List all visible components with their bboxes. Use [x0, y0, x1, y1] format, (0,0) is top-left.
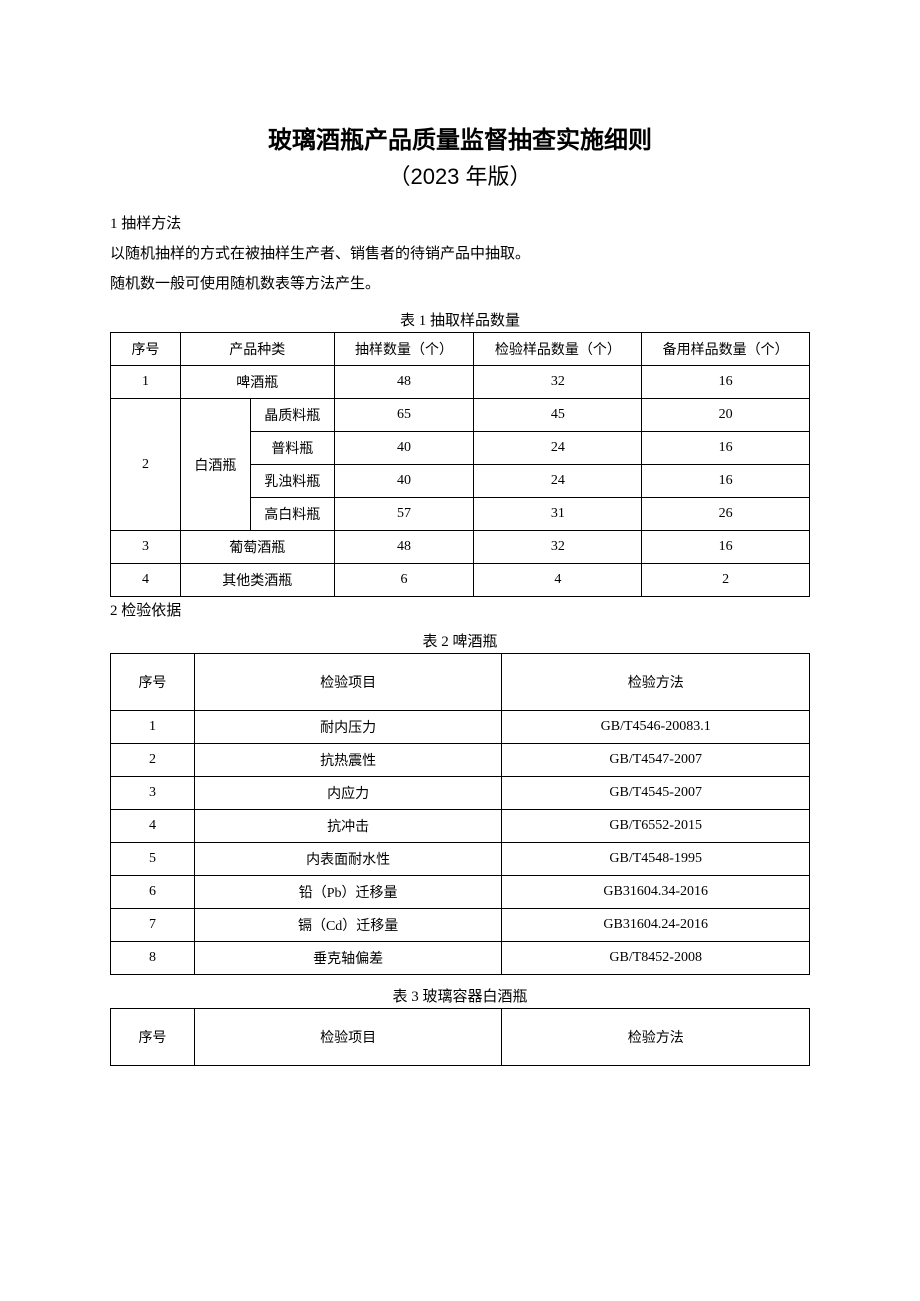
table-row: 2 抗热震性 GB/T4547-2007	[111, 744, 810, 777]
cell-method: GB/T4547-2007	[502, 744, 810, 777]
table-row: 序号 检验项目 检验方法	[111, 1009, 810, 1066]
table-row: 2 白酒瓶 晶质料瓶 65 45 20	[111, 399, 810, 432]
table-row: 6 铅（Pb）迁移量 GB31604.34-2016	[111, 876, 810, 909]
table-row: 8 垂克轴偏差 GB/T8452-2008	[111, 942, 810, 975]
table1-header-seq: 序号	[111, 333, 181, 366]
cell-item: 镉（Cd）迁移量	[194, 909, 502, 942]
cell-subcategory: 普料瓶	[250, 432, 334, 465]
cell-item: 铅（Pb）迁移量	[194, 876, 502, 909]
table2-header-item: 检验项目	[194, 654, 502, 711]
cell-item: 抗热震性	[194, 744, 502, 777]
table-row: 7 镉（Cd）迁移量 GB31604.24-2016	[111, 909, 810, 942]
cell-seq: 1	[111, 366, 181, 399]
table1-caption: 表 1 抽取样品数量	[110, 309, 810, 330]
table-row: 5 内表面耐水性 GB/T4548-1995	[111, 843, 810, 876]
cell-sample: 6	[334, 564, 474, 597]
cell-sample: 48	[334, 531, 474, 564]
cell-item: 抗冲击	[194, 810, 502, 843]
page: 玻璃酒瓶产品质量监督抽查实施细则 （2023 年版） 1 抽样方法 以随机抽样的…	[0, 0, 920, 1301]
cell-seq: 8	[111, 942, 195, 975]
cell-sample: 40	[334, 465, 474, 498]
cell-category: 葡萄酒瓶	[180, 531, 334, 564]
cell-spare: 16	[642, 432, 810, 465]
cell-spare: 16	[642, 465, 810, 498]
table-row: 3 葡萄酒瓶 48 32 16	[111, 531, 810, 564]
cell-method: GB31604.34-2016	[502, 876, 810, 909]
table-row: 4 抗冲击 GB/T6552-2015	[111, 810, 810, 843]
table3-header-method: 检验方法	[502, 1009, 810, 1066]
cell-seq: 4	[111, 810, 195, 843]
cell-method: GB/T8452-2008	[502, 942, 810, 975]
table2-header-method: 检验方法	[502, 654, 810, 711]
table1-header-spare-qty: 备用样品数量（个）	[642, 333, 810, 366]
table3: 序号 检验项目 检验方法	[110, 1008, 810, 1066]
cell-test: 31	[474, 498, 642, 531]
cell-test: 45	[474, 399, 642, 432]
cell-seq: 5	[111, 843, 195, 876]
cell-seq: 2	[111, 744, 195, 777]
cell-subcategory: 乳浊料瓶	[250, 465, 334, 498]
cell-seq: 3	[111, 531, 181, 564]
table3-header-seq: 序号	[111, 1009, 195, 1066]
cell-method: GB/T6552-2015	[502, 810, 810, 843]
table2-header-seq: 序号	[111, 654, 195, 711]
table-row: 1 啤酒瓶 48 32 16	[111, 366, 810, 399]
table-row: 序号 检验项目 检验方法	[111, 654, 810, 711]
section1-heading: 1 抽样方法	[110, 209, 810, 239]
cell-test: 32	[474, 531, 642, 564]
cell-seq: 2	[111, 399, 181, 531]
table3-header-item: 检验项目	[194, 1009, 502, 1066]
table2-caption: 表 2 啤酒瓶	[110, 630, 810, 651]
table2: 序号 检验项目 检验方法 1 耐内压力 GB/T4546-20083.1 2 抗…	[110, 653, 810, 975]
cell-test: 24	[474, 465, 642, 498]
cell-sample: 57	[334, 498, 474, 531]
document-title: 玻璃酒瓶产品质量监督抽查实施细则	[110, 120, 810, 155]
table-row: 1 耐内压力 GB/T4546-20083.1	[111, 711, 810, 744]
cell-test: 24	[474, 432, 642, 465]
cell-test: 4	[474, 564, 642, 597]
cell-seq: 6	[111, 876, 195, 909]
cell-seq: 7	[111, 909, 195, 942]
paragraph-2: 随机数一般可使用随机数表等方法产生。	[110, 269, 810, 299]
cell-spare: 20	[642, 399, 810, 432]
cell-spare: 16	[642, 366, 810, 399]
cell-test: 32	[474, 366, 642, 399]
table-row: 3 内应力 GB/T4545-2007	[111, 777, 810, 810]
table1-header-test-qty: 检验样品数量（个）	[474, 333, 642, 366]
document-subtitle: （2023 年版）	[110, 159, 810, 191]
cell-item: 内表面耐水性	[194, 843, 502, 876]
cell-sample: 48	[334, 366, 474, 399]
table-row: 4 其他类酒瓶 6 4 2	[111, 564, 810, 597]
cell-spare: 2	[642, 564, 810, 597]
cell-spare: 16	[642, 531, 810, 564]
cell-seq: 1	[111, 711, 195, 744]
table1-header-category: 产品种类	[180, 333, 334, 366]
cell-subcategory: 高白料瓶	[250, 498, 334, 531]
paragraph-1: 以随机抽样的方式在被抽样生产者、销售者的待销产品中抽取。	[110, 239, 810, 269]
cell-spare: 26	[642, 498, 810, 531]
cell-method: GB/T4545-2007	[502, 777, 810, 810]
table-row: 序号 产品种类 抽样数量（个） 检验样品数量（个） 备用样品数量（个）	[111, 333, 810, 366]
cell-category: 白酒瓶	[180, 399, 250, 531]
section2-heading: 2 检验依据	[110, 599, 810, 620]
cell-sample: 40	[334, 432, 474, 465]
cell-category: 啤酒瓶	[180, 366, 334, 399]
cell-seq: 4	[111, 564, 181, 597]
cell-item: 耐内压力	[194, 711, 502, 744]
table3-caption: 表 3 玻璃容器白酒瓶	[110, 985, 810, 1006]
cell-method: GB31604.24-2016	[502, 909, 810, 942]
cell-method: GB/T4548-1995	[502, 843, 810, 876]
table1: 序号 产品种类 抽样数量（个） 检验样品数量（个） 备用样品数量（个） 1 啤酒…	[110, 332, 810, 597]
cell-category: 其他类酒瓶	[180, 564, 334, 597]
cell-item: 内应力	[194, 777, 502, 810]
cell-method: GB/T4546-20083.1	[502, 711, 810, 744]
cell-seq: 3	[111, 777, 195, 810]
cell-subcategory: 晶质料瓶	[250, 399, 334, 432]
cell-sample: 65	[334, 399, 474, 432]
table1-header-sample-qty: 抽样数量（个）	[334, 333, 474, 366]
cell-item: 垂克轴偏差	[194, 942, 502, 975]
